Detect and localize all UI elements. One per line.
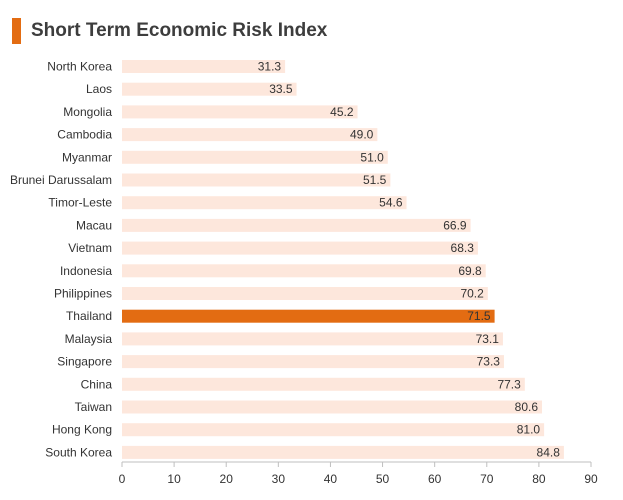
bar-singapore (122, 355, 504, 369)
value-label: 51.5 (363, 173, 387, 187)
x-tick-label: 90 (584, 472, 598, 486)
bar-thailand (122, 309, 495, 323)
category-label: Laos (86, 82, 112, 96)
category-label: China (81, 377, 113, 391)
value-label: 71.5 (467, 309, 491, 323)
value-label: 54.6 (379, 196, 403, 210)
value-label: 66.9 (443, 218, 467, 232)
bar-myanmar (122, 150, 388, 164)
x-tick-label: 10 (167, 472, 181, 486)
bar-philippines (122, 287, 488, 300)
bar-taiwan (122, 400, 543, 414)
category-label: Brunei Darussalam (10, 173, 112, 187)
value-label: 84.8 (537, 445, 561, 459)
x-tick-label: 50 (376, 472, 390, 486)
category-label: Myanmar (62, 150, 112, 164)
value-label: 68.3 (451, 241, 475, 255)
title-accent-bar (12, 18, 21, 44)
bar-china (122, 377, 525, 391)
x-tick-label: 70 (480, 472, 494, 486)
x-tick-label: 80 (532, 472, 546, 486)
bar-hong-kong (122, 423, 545, 437)
value-label: 31.3 (258, 60, 282, 74)
bar-brunei-darussalam (122, 173, 391, 187)
value-label: 73.1 (476, 332, 500, 346)
value-label: 69.8 (458, 264, 482, 278)
bar-timor-leste (122, 196, 407, 210)
chart-title: Short Term Economic Risk Index (31, 20, 328, 41)
bar-cambodia (122, 128, 378, 142)
category-label: Vietnam (68, 241, 112, 255)
category-label: Hong Kong (52, 423, 112, 437)
category-label: North Korea (47, 60, 112, 74)
category-label: Philippines (54, 287, 112, 301)
category-label: South Korea (45, 445, 112, 459)
category-label: Indonesia (60, 264, 112, 278)
x-tick-label: 20 (220, 472, 234, 486)
value-label: 73.3 (477, 355, 501, 369)
bar-vietnam (122, 241, 478, 255)
bar-laos (122, 82, 297, 96)
bar-south-korea (122, 445, 564, 459)
category-label: Timor-Leste (48, 196, 112, 210)
category-label: Macau (76, 218, 112, 232)
bar-malaysia (122, 332, 503, 346)
category-label: Malaysia (65, 332, 113, 346)
value-label: 81.0 (517, 423, 541, 437)
bar-north-korea (122, 60, 286, 73)
category-label: Mongolia (63, 105, 112, 119)
value-label: 80.6 (515, 400, 539, 414)
value-label: 70.2 (460, 287, 484, 301)
x-tick-label: 60 (428, 472, 442, 486)
category-label: Singapore (57, 355, 112, 369)
bar-indonesia (122, 264, 486, 278)
category-label: Thailand (66, 309, 112, 323)
category-label: Taiwan (75, 400, 112, 414)
value-label: 77.3 (497, 377, 521, 391)
value-label: 49.0 (350, 128, 374, 142)
value-label: 51.0 (360, 150, 384, 164)
x-tick-label: 30 (272, 472, 286, 486)
x-tick-label: 0 (119, 472, 126, 486)
value-label: 33.5 (269, 82, 293, 96)
x-tick-label: 40 (324, 472, 338, 486)
bar-mongolia (122, 105, 358, 119)
value-label: 45.2 (330, 105, 354, 119)
bar-macau (122, 218, 471, 232)
category-label: Cambodia (57, 128, 112, 142)
